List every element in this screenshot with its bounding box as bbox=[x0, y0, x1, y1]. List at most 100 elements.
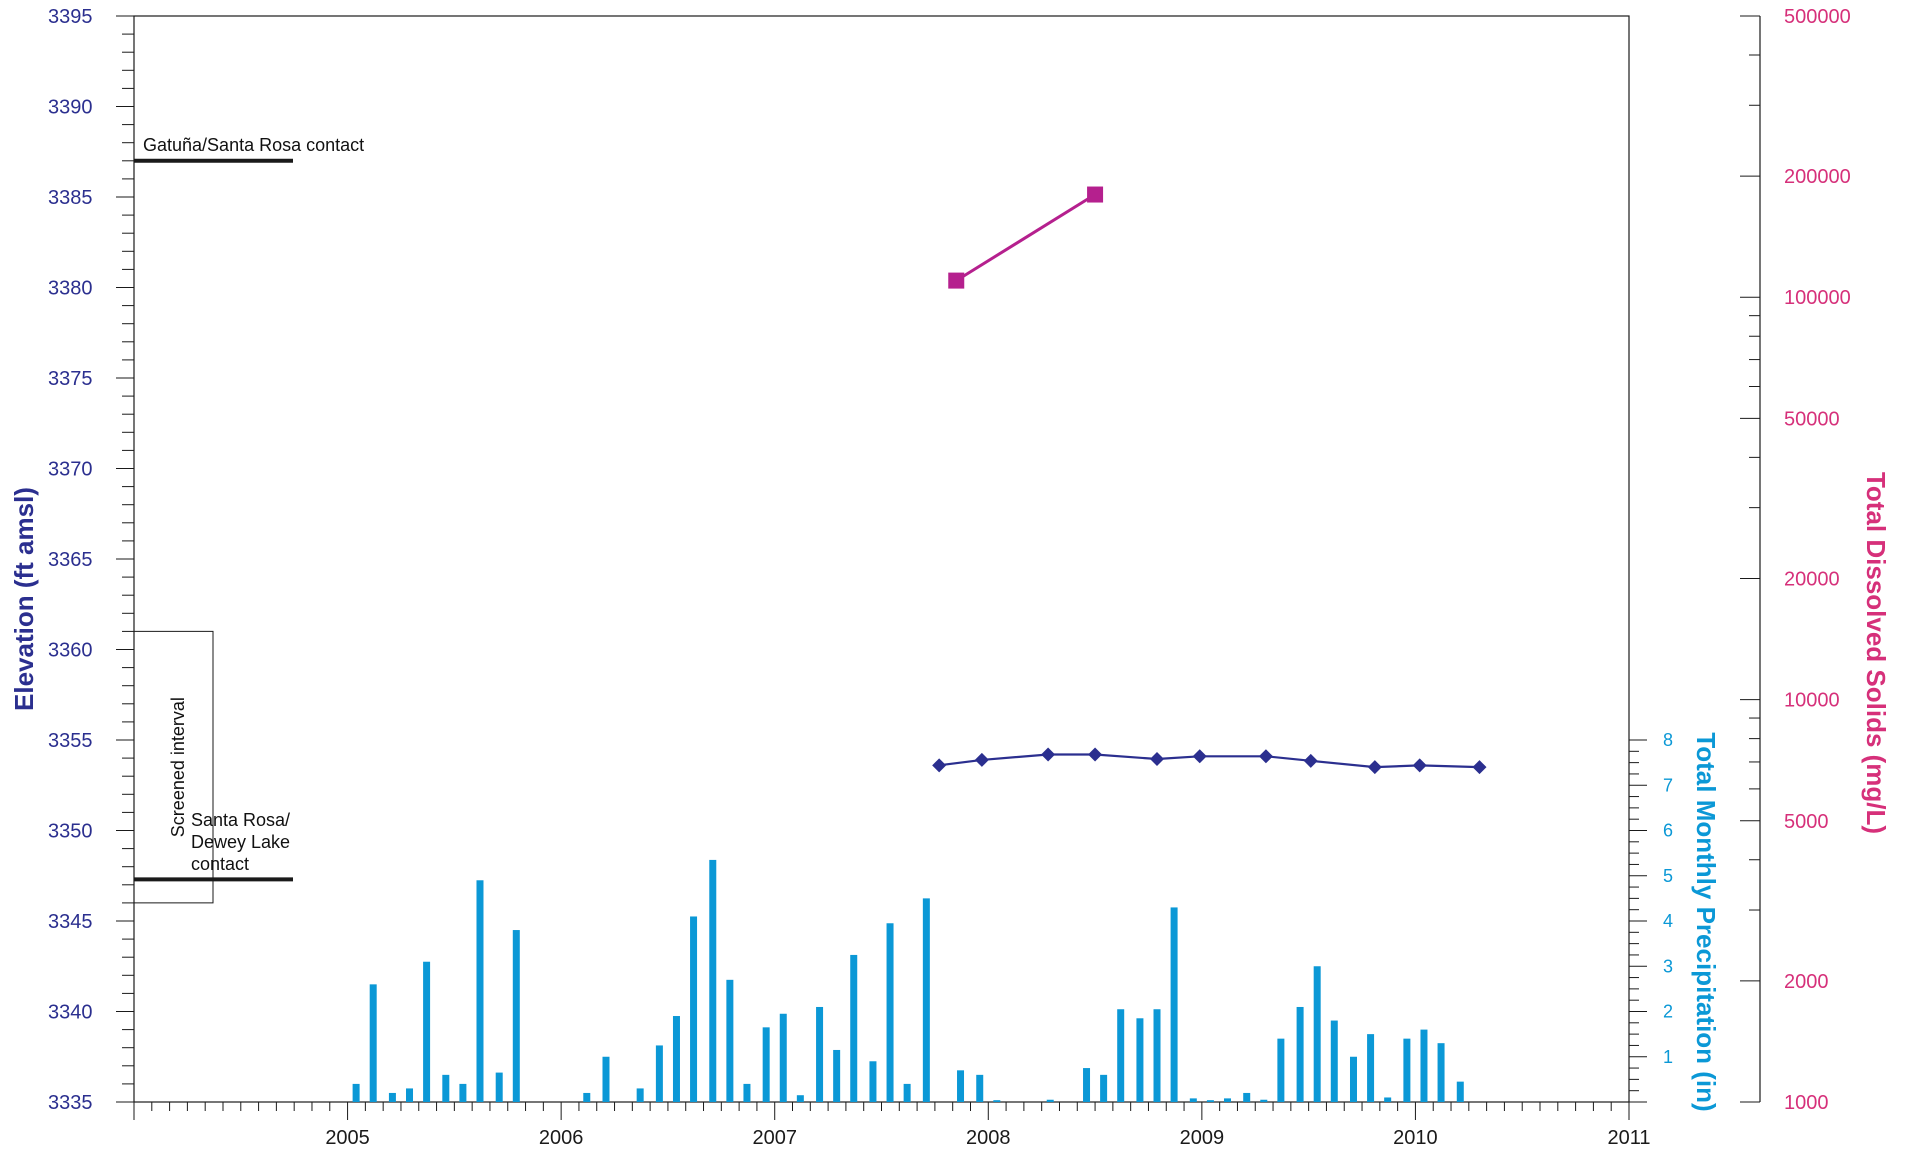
elevation-marker bbox=[932, 758, 947, 773]
precipitation-bar bbox=[709, 859, 717, 1102]
elevation-tick-label: 3380 bbox=[48, 278, 93, 300]
precipitation-bar bbox=[655, 1045, 663, 1102]
precipitation-bar bbox=[476, 880, 484, 1102]
precipitation-bar bbox=[779, 1013, 787, 1102]
elevation-tick-label: 3370 bbox=[48, 459, 93, 481]
precipitation-bar bbox=[976, 1074, 984, 1102]
tds-marker bbox=[948, 272, 965, 289]
precipitation-bar bbox=[903, 1083, 911, 1102]
precipitation-bar bbox=[1456, 1081, 1464, 1102]
elevation-tick-label: 3375 bbox=[48, 368, 93, 390]
time-tick-label: 2008 bbox=[966, 1127, 1011, 1149]
tds-tick-label: 200000 bbox=[1784, 166, 1851, 188]
tds-line bbox=[955, 193, 1096, 282]
elevation-axis-title: Elevation (ft amsl) bbox=[9, 487, 39, 711]
precipitation-bar bbox=[743, 1083, 751, 1102]
tds-tick-label: 2000 bbox=[1784, 971, 1829, 993]
santa-rosa-dewey-lake-label-line3: contact bbox=[191, 854, 249, 874]
precipitation-bar bbox=[796, 1095, 804, 1102]
precipitation-bar bbox=[1243, 1092, 1251, 1102]
precipitation-bar bbox=[1313, 966, 1321, 1102]
precipitation-bar bbox=[886, 923, 894, 1102]
elevation-marker bbox=[1472, 760, 1487, 775]
precipitation-bar bbox=[1384, 1097, 1392, 1102]
elevation-series bbox=[932, 747, 1487, 775]
annotations: Gatuña/Santa Rosa contact Screened interv… bbox=[134, 135, 364, 904]
time-tick-label: 2010 bbox=[1393, 1127, 1438, 1149]
tds-axis-title: Total Dissolved Solids (mg/L) bbox=[1861, 472, 1891, 834]
santa-rosa-dewey-lake-label-line1: Santa Rosa/ bbox=[191, 810, 290, 830]
elevation-tick-label: 3340 bbox=[48, 1002, 93, 1024]
precipitation-bar bbox=[1349, 1056, 1357, 1102]
precipitation-bar bbox=[1260, 1099, 1268, 1102]
elevation-tick-label: 3395 bbox=[48, 6, 93, 28]
precipitation-tick-label: 5 bbox=[1663, 866, 1673, 886]
elevation-axis: 3395 3390 3385 3380 3375 3370 3365 3360 3355 3350… bbox=[48, 6, 134, 1114]
elevation-tick-label: 3355 bbox=[48, 730, 93, 752]
precipitation-bar bbox=[602, 1056, 610, 1102]
precipitation-bar bbox=[1153, 1009, 1161, 1102]
precipitation-tick-label: 1 bbox=[1663, 1047, 1673, 1067]
elevation-tick-label: 3345 bbox=[48, 911, 93, 933]
time-axis: 2005 2006 2007 2008 2009 2010 2011 bbox=[133, 1102, 1651, 1149]
tds-marker bbox=[1087, 186, 1104, 203]
precipitation-bar bbox=[1437, 1043, 1445, 1102]
screened-interval-label: Screened interval bbox=[168, 697, 188, 837]
precipitation-bar bbox=[1420, 1029, 1428, 1102]
precipitation-bar bbox=[957, 1070, 965, 1102]
elevation-tick-label: 3350 bbox=[48, 821, 93, 843]
precipitation-bar bbox=[423, 961, 431, 1102]
precipitation-bar bbox=[369, 984, 377, 1102]
santa-rosa-dewey-lake-label-line2: Dewey Lake bbox=[191, 832, 290, 852]
precipitation-bar bbox=[726, 979, 734, 1102]
elevation-tick-label: 3360 bbox=[48, 640, 93, 662]
precipitation-bar bbox=[1206, 1100, 1214, 1102]
precipitation-bar bbox=[762, 1027, 770, 1102]
precipitation-bar bbox=[816, 1006, 824, 1102]
precipitation-bar bbox=[406, 1088, 414, 1102]
elevation-marker bbox=[1412, 758, 1427, 773]
elevation-marker bbox=[1041, 747, 1056, 762]
precipitation-bar bbox=[512, 930, 520, 1102]
precipitation-bar bbox=[1046, 1099, 1054, 1102]
tds-tick-label: 100000 bbox=[1784, 287, 1851, 309]
elevation-tick-label: 3365 bbox=[48, 549, 93, 571]
precipitation-bar bbox=[833, 1049, 841, 1102]
precipitation-bars bbox=[352, 859, 1464, 1102]
tds-tick-label: 10000 bbox=[1784, 690, 1840, 712]
precipitation-bar bbox=[388, 1092, 396, 1102]
time-tick-label: 2006 bbox=[539, 1127, 584, 1149]
time-tick-label: 2009 bbox=[1180, 1127, 1225, 1149]
precipitation-tick-label: 3 bbox=[1663, 956, 1673, 976]
precipitation-bar bbox=[993, 1100, 1001, 1102]
tds-tick-label: 5000 bbox=[1784, 811, 1829, 833]
precipitation-bar bbox=[1403, 1038, 1411, 1102]
precipitation-bar bbox=[442, 1074, 450, 1102]
tds-tick-label: 20000 bbox=[1784, 568, 1840, 590]
precipitation-bar bbox=[459, 1083, 467, 1102]
tds-tick-label: 50000 bbox=[1784, 408, 1840, 430]
elevation-tick-label: 3390 bbox=[48, 97, 93, 119]
precipitation-bar bbox=[922, 898, 930, 1102]
elevation-tick-label: 3385 bbox=[48, 187, 93, 209]
precipitation-tick-label: 2 bbox=[1663, 1002, 1673, 1022]
precipitation-bar bbox=[869, 1061, 877, 1102]
precipitation-bar bbox=[1223, 1098, 1231, 1102]
precipitation-bar bbox=[1367, 1034, 1375, 1102]
precipitation-bar bbox=[1136, 1018, 1144, 1102]
gatuna-santa-rosa-contact-label: Gatuña/Santa Rosa contact bbox=[143, 135, 364, 155]
time-tick-label: 2007 bbox=[752, 1127, 797, 1149]
tds-series bbox=[948, 186, 1104, 289]
elevation-marker bbox=[1150, 752, 1165, 767]
precipitation-bar bbox=[1170, 907, 1178, 1102]
screened-interval-bracket bbox=[134, 630, 214, 904]
precipitation-bar bbox=[1330, 1020, 1338, 1102]
tds-tick-label: 500000 bbox=[1784, 6, 1851, 28]
precipitation-bar bbox=[1296, 1006, 1304, 1102]
time-tick-label: 2011 bbox=[1607, 1127, 1650, 1149]
time-tick-label: 2005 bbox=[325, 1127, 370, 1149]
precipitation-tick-label: 4 bbox=[1663, 911, 1673, 931]
precipitation-bar bbox=[1189, 1098, 1197, 1102]
